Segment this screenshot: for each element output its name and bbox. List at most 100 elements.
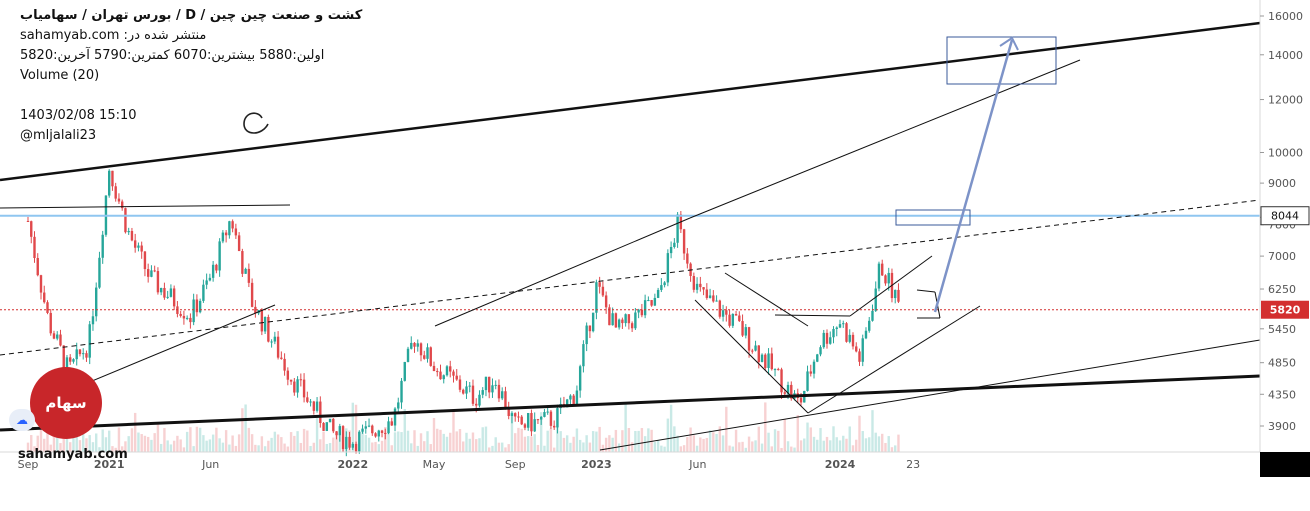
volume-bar [523,436,527,452]
candle-body [458,379,462,390]
volume-bar [507,444,510,452]
candle-body [351,443,354,448]
candle-body [163,287,166,298]
candle-body [773,369,777,371]
candle-body [643,300,647,316]
candle-body [244,268,247,274]
volume-bar [150,439,153,452]
w-right-leg [807,305,981,414]
volume-bar [445,436,449,452]
candle-body [705,289,709,298]
volume-bar [296,431,299,452]
volume-bar [410,443,413,452]
volume-bar [897,434,900,452]
candle-body [673,242,676,247]
volume-bar [650,429,653,452]
w-upper-right [849,255,933,317]
volume-bar [565,435,569,452]
volume-bar [62,433,65,452]
volume-bar [780,447,783,452]
volume-bar [299,442,303,452]
x-tick-label: 2024 [825,458,856,471]
candle-body [530,413,533,432]
volume-bar [786,441,790,452]
volume-bar [514,433,517,452]
volume-bar [416,445,419,452]
candle-body [390,421,393,426]
volume-bar [588,442,592,452]
candle-body [98,257,101,288]
volume-bar [234,445,238,452]
candle-body [868,320,871,331]
candle-body [69,357,72,362]
candle-body [861,338,864,362]
volume-bar [354,404,358,452]
volume-bar [455,431,458,452]
candle-body [871,310,874,321]
volume-bar [361,430,364,452]
volume-bar [832,426,835,452]
volume-bar [777,430,780,452]
candle-body [153,270,156,272]
volume-bar [660,445,663,452]
w-upper-left [724,272,809,327]
y-tick-label: 16000 [1268,10,1303,23]
candle-body [666,253,670,283]
candle-body [569,395,572,400]
candle-body [572,395,575,405]
chart-area[interactable]: 1600014000120001000090008000780070006250… [0,0,1310,477]
candle-body [656,289,660,298]
candle-body [695,283,699,290]
volume-bar [546,430,549,452]
hand-drawn-circle [243,112,269,134]
price-chart-svg[interactable]: 1600014000120001000090008000780070006250… [0,0,1310,477]
dashed-midline [0,199,1261,356]
volume-bar [228,444,231,452]
candle-body [436,371,439,373]
volume-bar [393,432,397,452]
volume-bar [783,418,786,452]
volume-bar [822,440,825,452]
candle-body [286,370,290,380]
projection-arrow [933,39,1014,313]
candle-body [332,418,335,432]
w-left-leg [694,299,809,414]
candle-body [260,309,264,332]
y-tick-label: 7000 [1268,250,1296,263]
volume-bar [322,431,325,452]
candle-body [637,309,640,313]
candle-body [747,327,751,351]
candle-body [166,296,169,298]
candle-body [591,312,595,332]
candle-body [595,282,598,313]
candle-body [403,361,406,381]
volume-bar [585,435,588,452]
candle-body [770,353,773,370]
candle-body [617,319,621,328]
volume-bar [351,402,354,452]
y-tick-label: 9000 [1268,177,1296,190]
volume-bar [52,427,56,452]
volume-bar [247,427,251,452]
volume-bar [400,432,403,452]
last-price-label-box [1261,300,1309,319]
level-8044-label: 8044 [1271,210,1299,223]
volume-bar [117,427,121,452]
projection-arrowhead [999,36,1019,51]
volume-bar [533,434,536,452]
candle-body [786,384,790,394]
candle-body [790,384,793,399]
candle-body [111,170,114,187]
candle-body [387,421,390,434]
volume-bar [760,443,764,452]
candle-body [741,321,744,336]
candle-body [640,309,644,316]
volume-bar [202,435,205,452]
candle-body [614,313,618,328]
candle-body [760,354,764,362]
candle-body [179,313,182,316]
candle-body [231,221,234,229]
candle-body [276,336,280,358]
cloud-icon[interactable]: ☁ [9,409,35,431]
sahamyab-logo[interactable]: سهام یاب [30,367,102,484]
